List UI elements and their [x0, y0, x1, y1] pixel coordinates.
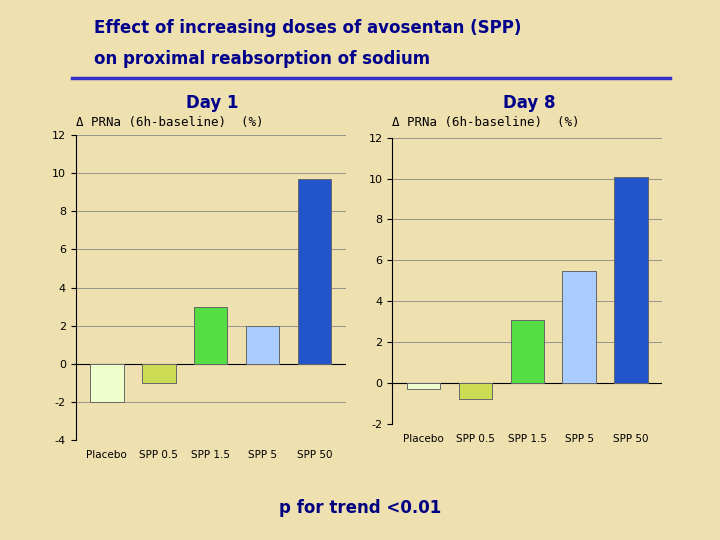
Bar [459, 383, 492, 400]
Bar [142, 364, 176, 383]
Bar [246, 326, 279, 364]
Bar [562, 271, 596, 383]
Text: Day 1: Day 1 [186, 94, 238, 112]
Text: Δ PRNa (6h-baseline)  (%): Δ PRNa (6h-baseline) (%) [76, 116, 263, 129]
Bar [510, 320, 544, 383]
Text: on proximal reabsorption of sodium: on proximal reabsorption of sodium [94, 50, 430, 68]
Text: Effect of increasing doses of avosentan (SPP): Effect of increasing doses of avosentan … [94, 19, 521, 37]
Bar [90, 364, 124, 402]
Text: Day 8: Day 8 [503, 94, 555, 112]
Bar [614, 177, 648, 383]
Bar [297, 179, 331, 364]
Bar [194, 307, 228, 364]
Text: p for trend <0.01: p for trend <0.01 [279, 498, 441, 517]
Bar [407, 383, 441, 389]
Text: Δ PRNa (6h-baseline)  (%): Δ PRNa (6h-baseline) (%) [392, 116, 580, 129]
